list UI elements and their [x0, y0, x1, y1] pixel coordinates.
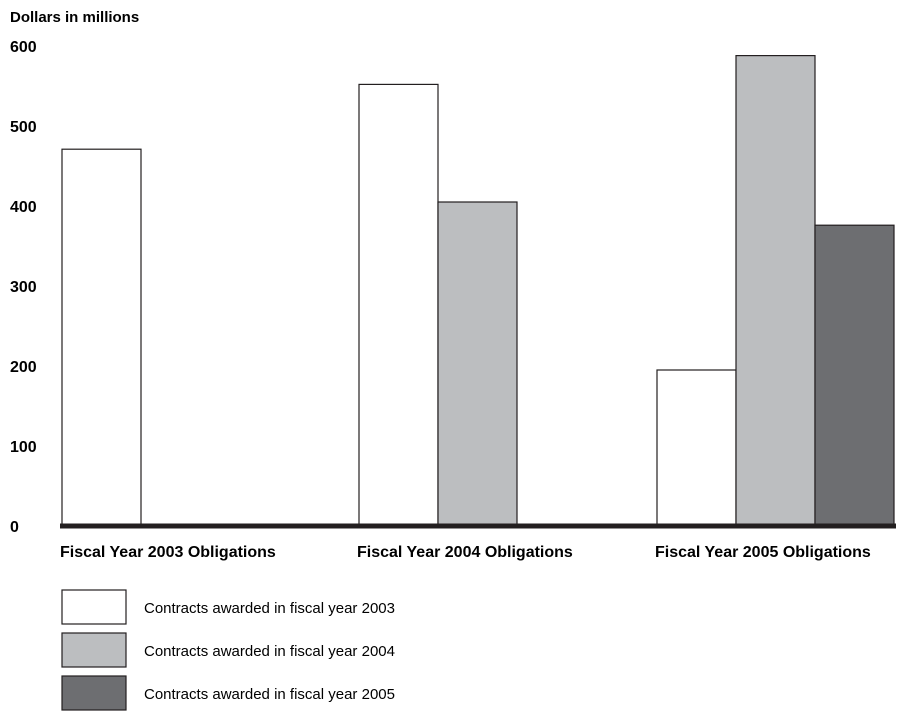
bar: [656, 369, 737, 527]
y-axis-ticks: 0 100 200 300 400 500 600: [10, 39, 37, 536]
bar: [735, 54, 816, 527]
bar: [437, 201, 518, 527]
y-tick-label: 300: [10, 279, 37, 296]
legend-swatch: [61, 675, 127, 711]
bar: [61, 148, 142, 527]
y-tick-label: 0: [10, 519, 19, 536]
legend: Contracts awarded in fiscal year 2003 Con…: [61, 589, 395, 711]
category-labels: Fiscal Year 2003 Obligations Fiscal Year …: [60, 544, 871, 561]
x-category-label: Fiscal Year 2003 Obligations: [60, 544, 276, 561]
bar: [814, 224, 895, 527]
legend-label: Contracts awarded in fiscal year 2004: [144, 643, 395, 660]
bars: [61, 54, 895, 527]
y-tick-label: 100: [10, 439, 37, 456]
x-category-label: Fiscal Year 2004 Obligations: [357, 544, 573, 561]
bar: [358, 83, 439, 527]
y-tick-label: 500: [10, 119, 37, 136]
x-category-label: Fiscal Year 2005 Obligations: [655, 544, 871, 561]
legend-swatch: [61, 632, 127, 668]
legend-label: Contracts awarded in fiscal year 2005: [144, 686, 395, 703]
y-tick-label: 400: [10, 199, 37, 216]
legend-swatch: [61, 589, 127, 625]
y-tick-label: 200: [10, 359, 37, 376]
y-axis-label: Dollars in millions: [10, 9, 139, 26]
y-tick-label: 600: [10, 39, 37, 56]
legend-label: Contracts awarded in fiscal year 2003: [144, 600, 395, 617]
